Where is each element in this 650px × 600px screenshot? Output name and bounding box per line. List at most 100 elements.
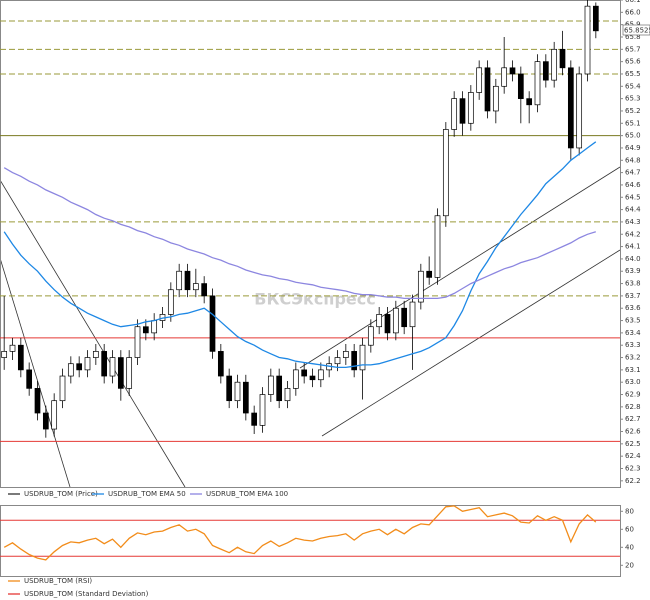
candle-body — [367, 326, 374, 346]
y-tick-label: 62.7 — [625, 415, 641, 423]
candle-body — [84, 357, 91, 371]
candle-body — [34, 388, 41, 414]
legend-label: USDRUB_TOM EMA 100 — [206, 490, 288, 498]
candle-body — [442, 129, 449, 217]
candle-body — [484, 67, 491, 112]
price-tag-label: 65.8525 — [624, 27, 650, 35]
y-tick-label: 64.5 — [625, 193, 641, 201]
candle-body — [342, 351, 349, 358]
candle-body — [392, 307, 399, 334]
candle-body — [234, 381, 241, 402]
candle-body — [67, 363, 74, 377]
candle-body — [526, 98, 533, 106]
series-line — [3, 505, 597, 561]
y-tick-label: 40 — [625, 543, 634, 551]
candle-body — [42, 412, 49, 430]
candle-body — [501, 67, 508, 87]
y-tick-label: 62.2 — [625, 477, 641, 485]
candle-body — [201, 283, 208, 297]
candle-body — [401, 307, 408, 328]
legend-label: USDRUB_TOM (RSI) — [24, 577, 92, 585]
candle-body — [584, 5, 591, 75]
candle-body — [542, 61, 549, 81]
y-tick-label: 65.3 — [625, 95, 641, 103]
y-tick-label: 64.0 — [625, 255, 641, 263]
candle-body — [417, 270, 424, 303]
last-price-tag: 65.8525 — [622, 24, 650, 36]
rsi-panel-border — [0, 505, 621, 577]
candle-body — [426, 270, 433, 278]
candle-body — [317, 369, 324, 381]
candle-body — [59, 375, 66, 402]
watermark: БКСЭкспресс — [254, 290, 375, 309]
y-tick-label: 66.0 — [625, 8, 641, 16]
candle-body — [259, 394, 266, 426]
candle-body — [434, 215, 441, 278]
trend-line — [0, 179, 186, 488]
candle-body — [9, 344, 16, 352]
candle-body — [551, 48, 558, 81]
candle-body — [592, 5, 599, 32]
trend-line — [321, 249, 621, 437]
legend-label: USDRUB_TOM (Price) — [24, 490, 98, 498]
candle-body — [351, 351, 358, 371]
candle-body — [26, 369, 33, 389]
y-tick-label: 80 — [625, 507, 634, 515]
candle-body — [384, 314, 391, 334]
candle-body — [134, 326, 141, 358]
y-tick-label: 63.9 — [625, 267, 641, 275]
trend-line — [299, 166, 621, 369]
y-tick-label: 65.5 — [625, 70, 641, 78]
candle-body — [451, 98, 458, 130]
candle-body — [17, 344, 24, 371]
y-tick-label: 62.3 — [625, 465, 641, 473]
candle-body — [109, 357, 116, 377]
y-tick-label: 64.3 — [625, 218, 641, 226]
y-tick-label: 20 — [625, 561, 634, 569]
price-tag-box — [622, 24, 650, 36]
candle-body — [476, 67, 483, 93]
candle-body — [184, 270, 191, 291]
y-tick-label: 65.1 — [625, 119, 641, 127]
y-tick-label: 64.7 — [625, 169, 641, 177]
y-tick-label: 64.9 — [625, 144, 641, 152]
y-tick-label: 64.6 — [625, 181, 641, 189]
candle-body — [176, 270, 183, 291]
candle-body — [292, 369, 299, 389]
candle-body — [126, 357, 133, 389]
y-tick-label: 64.4 — [625, 206, 641, 214]
y-tick-label: 65.2 — [625, 107, 641, 115]
series-line — [3, 167, 596, 300]
y-tick-label: 63.5 — [625, 317, 641, 325]
candle-body — [284, 388, 291, 402]
candle-body — [217, 351, 224, 377]
candle-body — [509, 67, 516, 75]
y-tick-label: 63.2 — [625, 354, 641, 362]
candle-body — [226, 375, 233, 402]
y-tick-label: 65.4 — [625, 82, 641, 90]
y-tick-label: 60 — [625, 525, 634, 533]
y-tick-label: 64.8 — [625, 156, 641, 164]
candle-body — [1, 351, 8, 358]
y-tick-label: 63.0 — [625, 378, 641, 386]
candle-body — [567, 67, 574, 149]
y-tick-label: 62.9 — [625, 391, 641, 399]
y-tick-label: 65.9 — [625, 21, 641, 29]
candle-body — [142, 326, 149, 334]
y-tick-label: 65.7 — [625, 45, 641, 53]
candle-body — [192, 283, 199, 291]
y-tick-label: 63.7 — [625, 292, 641, 300]
candle-body — [359, 344, 366, 371]
candle-body — [517, 73, 524, 99]
main-panel-border — [0, 0, 621, 488]
series-line — [3, 141, 597, 369]
y-tick-label: 63.4 — [625, 329, 641, 337]
candle-body — [117, 357, 124, 389]
y-tick-label: 63.6 — [625, 304, 641, 312]
legend-label: USDRUB_TOM EMA 50 — [108, 490, 186, 498]
candle-body — [334, 357, 341, 365]
candle-body — [576, 73, 583, 149]
